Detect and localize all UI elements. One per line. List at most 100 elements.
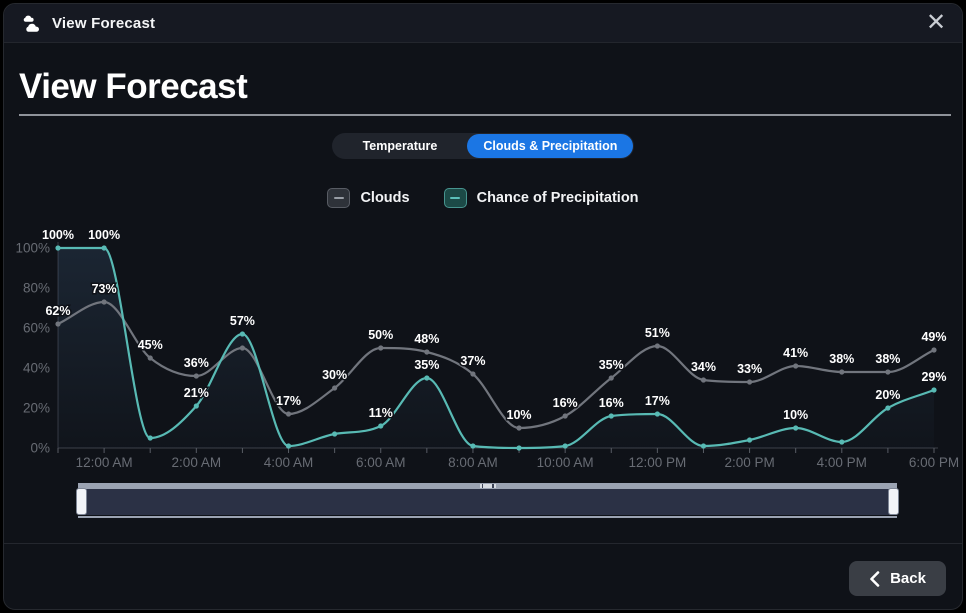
precipitation-point[interactable] xyxy=(700,443,707,449)
back-button-label: Back xyxy=(890,570,926,587)
precipitation-point[interactable] xyxy=(285,443,292,449)
data-point-label: 10% xyxy=(783,408,808,422)
forecast-chart: 0% 20% 40% 60% 80% 100% 12:00 AM 2:00 AM 4:00 AM… xyxy=(15,227,959,471)
page-title: View Forecast xyxy=(19,67,248,106)
y-axis-tick-label: 80% xyxy=(23,281,50,296)
precipitation-point[interactable] xyxy=(470,443,476,449)
precipitation-point[interactable] xyxy=(55,245,61,251)
clouds-point[interactable] xyxy=(147,355,153,361)
legend-item-precipitation[interactable]: Chance of Precipitation xyxy=(443,188,639,208)
clouds-point[interactable] xyxy=(746,379,753,385)
precipitation-point[interactable] xyxy=(378,423,384,429)
chart-legend: Clouds Chance of Precipitation xyxy=(4,188,962,208)
clouds-point[interactable] xyxy=(516,425,522,431)
precipitation-point[interactable] xyxy=(193,403,199,409)
clouds-point[interactable] xyxy=(700,377,707,383)
clouds-point[interactable] xyxy=(193,373,199,379)
data-point-label: 17% xyxy=(276,394,301,408)
y-axis-tick-label: 60% xyxy=(23,321,50,336)
precipitation-point[interactable] xyxy=(239,331,246,337)
clouds-point[interactable] xyxy=(608,375,614,381)
data-point-label: 41% xyxy=(783,346,808,360)
data-point-label: 51% xyxy=(645,326,670,340)
x-axis-tick-label: 4:00 AM xyxy=(264,455,314,470)
footer-divider xyxy=(4,543,962,544)
data-point-label: 50% xyxy=(368,328,393,342)
view-toggle: Temperature Clouds & Precipitation xyxy=(331,133,635,159)
clouds-point[interactable] xyxy=(885,369,891,375)
legend-item-clouds[interactable]: Clouds xyxy=(327,188,410,208)
data-point-label: 16% xyxy=(599,396,624,410)
data-point-label: 17% xyxy=(645,394,670,408)
slider-handle-left[interactable] xyxy=(76,488,87,515)
precipitation-point[interactable] xyxy=(147,435,153,441)
precipitation-point[interactable] xyxy=(654,411,660,417)
legend-label-clouds: Clouds xyxy=(360,190,410,206)
chevron-left-icon xyxy=(870,570,880,587)
tab-clouds-precipitation[interactable]: Clouds & Precipitation xyxy=(467,134,634,158)
clouds-legend-icon xyxy=(327,188,351,208)
clouds-point[interactable] xyxy=(239,345,246,351)
clouds-point[interactable] xyxy=(378,345,384,351)
data-point-label: 73% xyxy=(92,282,117,296)
data-point-label: 62% xyxy=(45,304,70,318)
clouds-point[interactable] xyxy=(55,321,61,327)
precipitation-point[interactable] xyxy=(885,405,891,411)
x-axis-tick-label: 2:00 PM xyxy=(724,455,774,470)
data-point-label: 10% xyxy=(507,408,532,422)
precipitation-point[interactable] xyxy=(839,439,845,445)
clouds-point[interactable] xyxy=(101,299,107,305)
tab-temperature[interactable]: Temperature xyxy=(333,134,468,158)
y-axis-tick-label: 20% xyxy=(23,401,50,416)
clouds-point[interactable] xyxy=(470,371,476,377)
data-point-label: 35% xyxy=(414,358,439,372)
slider-grip[interactable] xyxy=(479,484,496,488)
precipitation-point[interactable] xyxy=(332,431,338,437)
data-point-label: 30% xyxy=(322,368,347,382)
x-axis-tick-label: 2:00 AM xyxy=(172,455,222,470)
data-point-label: 37% xyxy=(460,354,485,368)
back-button[interactable]: Back xyxy=(849,561,946,596)
data-point-label: 38% xyxy=(875,352,900,366)
x-axis-tick-label: 6:00 AM xyxy=(356,455,406,470)
clouds-point[interactable] xyxy=(285,411,292,417)
cloud-icon xyxy=(21,15,43,32)
data-point-label: 11% xyxy=(369,406,393,420)
precipitation-point[interactable] xyxy=(931,387,937,393)
data-point-label: 34% xyxy=(691,360,716,374)
clouds-point[interactable] xyxy=(424,349,430,355)
slider-handle-right[interactable] xyxy=(888,488,899,515)
precipitation-area-fill xyxy=(58,248,934,448)
data-point-label: 29% xyxy=(921,370,946,384)
data-point-label: 35% xyxy=(599,358,624,372)
clouds-point[interactable] xyxy=(654,343,660,349)
clouds-point[interactable] xyxy=(332,385,338,391)
data-point-label: 57% xyxy=(230,314,255,328)
clouds-point[interactable] xyxy=(931,347,937,353)
y-axis-tick-label: 40% xyxy=(23,361,50,376)
precipitation-point[interactable] xyxy=(516,445,522,451)
slider-track[interactable] xyxy=(78,489,897,515)
chart-range-slider[interactable] xyxy=(76,483,899,519)
data-point-label: 36% xyxy=(184,356,209,370)
precipitation-point[interactable] xyxy=(608,413,614,419)
clouds-point[interactable] xyxy=(562,413,568,419)
precipitation-point[interactable] xyxy=(793,425,799,431)
clouds-point[interactable] xyxy=(793,363,799,369)
x-axis-tick-label: 4:00 PM xyxy=(817,455,867,470)
precipitation-point[interactable] xyxy=(424,375,430,381)
precipitation-point[interactable] xyxy=(101,245,107,251)
data-point-label: 16% xyxy=(553,396,578,410)
data-point-label: 33% xyxy=(737,362,762,376)
slider-rail-bottom[interactable] xyxy=(78,516,897,518)
x-axis-tick-label: 12:00 PM xyxy=(628,455,686,470)
view-forecast-modal: View Forecast ✕ View Forecast Temperatur… xyxy=(3,3,963,610)
data-point-label: 21% xyxy=(184,386,209,400)
precipitation-point[interactable] xyxy=(746,437,753,443)
title-bar: View Forecast xyxy=(4,4,962,43)
heading-divider xyxy=(19,114,951,116)
close-icon[interactable]: ✕ xyxy=(922,9,950,37)
clouds-point[interactable] xyxy=(839,369,845,375)
data-point-label: 48% xyxy=(414,332,439,346)
precipitation-point[interactable] xyxy=(562,443,568,449)
